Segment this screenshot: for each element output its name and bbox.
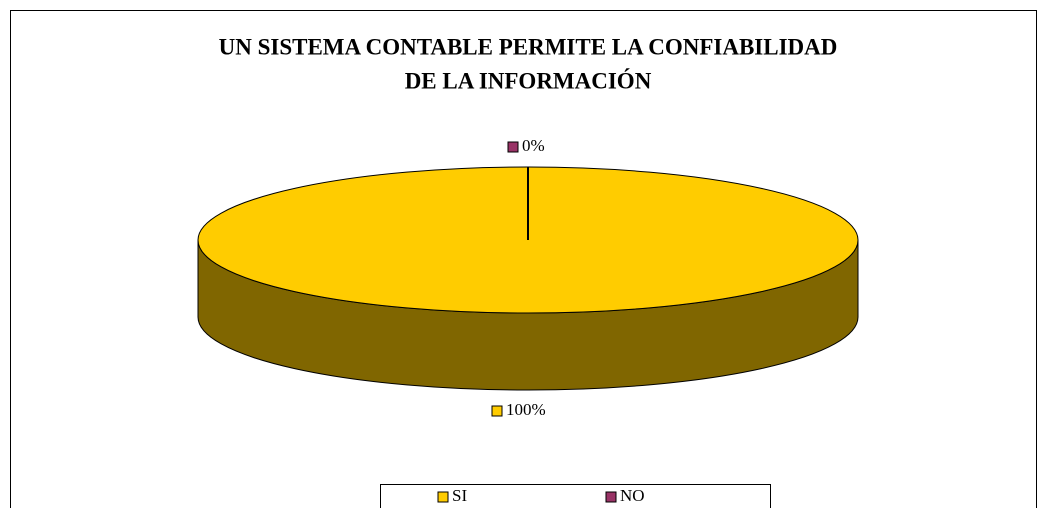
label-key bbox=[491, 405, 503, 417]
chart-title: DE LA INFORMACIÓN bbox=[405, 67, 652, 93]
legend-key bbox=[437, 491, 449, 503]
legend-key bbox=[605, 491, 617, 503]
legend-box bbox=[380, 484, 771, 508]
data-label: 100% bbox=[506, 400, 546, 419]
legend-label: NO bbox=[620, 486, 645, 505]
data-label: 0% bbox=[522, 136, 545, 155]
label-key bbox=[507, 141, 519, 153]
legend-label: SI bbox=[452, 486, 467, 505]
chart-title: UN SISTEMA CONTABLE PERMITE LA CONFIABIL… bbox=[219, 34, 838, 59]
